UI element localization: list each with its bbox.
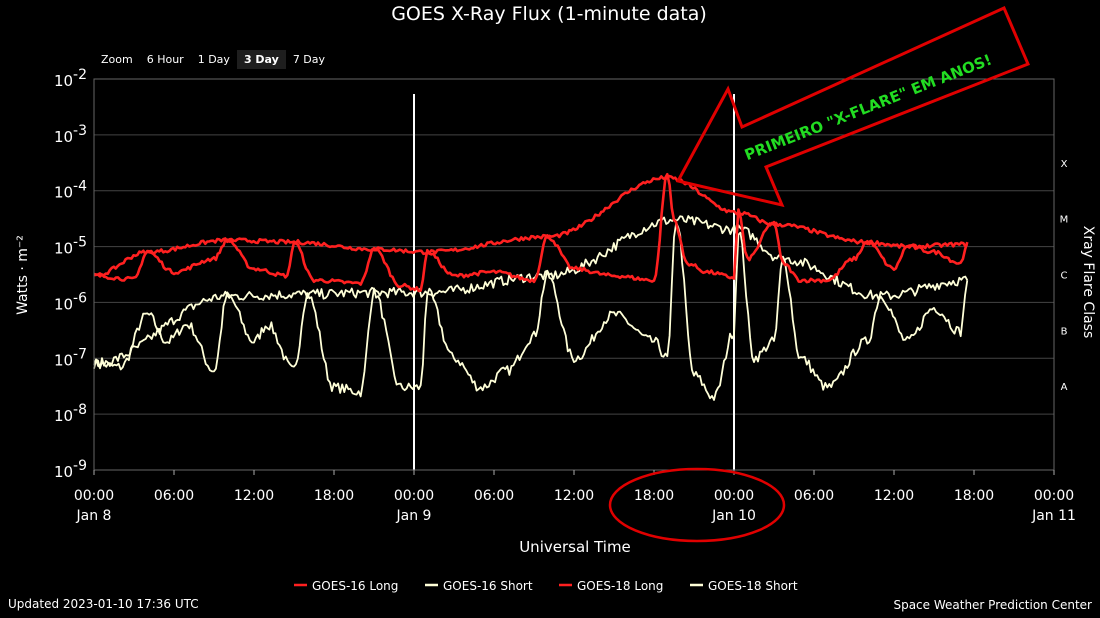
chart-title: GOES X-Ray Flux (1-minute data) — [391, 3, 707, 25]
x-tick-date: Jan 9 — [396, 508, 432, 524]
flare-class-label: X — [1061, 159, 1068, 170]
flare-class-labels: X M C B A — [1060, 159, 1069, 393]
x-tick-date: Jan 8 — [76, 508, 112, 524]
y-axis-right-label: Xray Flare Class — [1080, 226, 1096, 339]
annotation-text: PRIMEIRO "X-FLARE" EM ANOS! — [742, 51, 994, 165]
x-tick-date: Jan 10 — [711, 508, 756, 524]
x-tick-label: 06:00 — [474, 488, 514, 504]
legend-entry: GOES-18 Long — [577, 579, 663, 593]
y-tick-label: 10-8 — [54, 402, 87, 425]
x-tick-label: 12:00 — [234, 488, 274, 504]
y-axis-ticks: 10-2 10-3 10-4 10-5 10-6 10-7 10-8 10-9 — [54, 67, 87, 481]
x-tick-label: 12:00 — [874, 488, 914, 504]
plot-frame — [93, 78, 1055, 471]
series-layer — [93, 173, 969, 401]
x-tick-label: 18:00 — [314, 488, 354, 504]
y-tick-label: 10-4 — [54, 179, 87, 202]
flare-class-label: C — [1061, 271, 1068, 282]
y-axis-label: Watts · m⁻² — [15, 235, 31, 315]
x-axis-ticks: 00:00 Jan 8 06:00 12:00 18:00 00:00 Jan 9 06:00… — [74, 470, 1076, 524]
series-line — [93, 221, 969, 401]
x-tick-label: 12:00 — [554, 488, 594, 504]
x-tick-label: 00:00 — [74, 488, 114, 504]
zoom-bar: Zoom 6 Hour 1 Day 3 Day 7 Day — [94, 50, 332, 69]
x-axis-label: Universal Time — [519, 538, 631, 556]
highlight-circle — [608, 467, 786, 543]
series-line — [93, 173, 969, 293]
zoom-1-day-button[interactable]: 1 Day — [197, 53, 230, 66]
grid — [94, 78, 1054, 471]
y-tick-label: 10-7 — [54, 346, 87, 369]
x-tick-label: 00:00 — [714, 488, 754, 504]
zoom-7-day-button[interactable]: 7 Day — [292, 53, 326, 66]
zoom-label: Zoom — [101, 53, 133, 66]
series-line — [93, 174, 969, 277]
updated-timestamp: Updated 2023-01-10 17:36 UTC — [8, 597, 199, 611]
x-tick-date: Jan 11 — [1031, 508, 1076, 524]
legend-entry: GOES-16 Long — [312, 579, 398, 593]
series-line — [93, 215, 969, 370]
zoom-3-day-button[interactable]: 3 Day — [236, 50, 286, 69]
y-tick-label: 10-5 — [54, 235, 87, 258]
day-boundaries — [413, 94, 735, 470]
y-tick-label: 10-3 — [54, 123, 87, 146]
legend: GOES-16 Long GOES-16 Short GOES-18 Long GOE… — [294, 579, 798, 593]
x-tick-label: 00:00 — [394, 488, 434, 504]
legend-entry: GOES-16 Short — [443, 579, 533, 593]
flare-class-label: M — [1060, 215, 1069, 226]
credit-label: Space Weather Prediction Center — [893, 598, 1092, 612]
x-tick-label: 06:00 — [794, 488, 834, 504]
x-tick-label: 18:00 — [634, 488, 674, 504]
y-tick-label: 10-6 — [54, 290, 87, 313]
x-tick-label: 18:00 — [954, 488, 994, 504]
annotation-arrow — [675, 6, 1030, 208]
x-tick-label: 06:00 — [154, 488, 194, 504]
x-tick-label: 00:00 — [1034, 488, 1074, 504]
flare-class-label: B — [1061, 326, 1068, 337]
flare-class-label: A — [1061, 382, 1068, 393]
y-tick-label: 10-2 — [54, 67, 87, 90]
y-tick-label: 10-9 — [54, 458, 87, 481]
legend-entry: GOES-18 Short — [708, 579, 798, 593]
zoom-6-hour-button[interactable]: 6 Hour — [146, 53, 184, 66]
